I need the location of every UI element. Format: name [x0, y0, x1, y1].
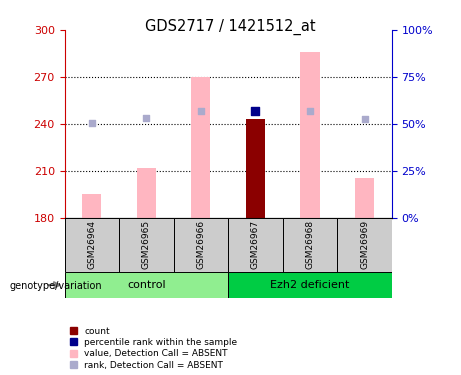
Text: genotype/variation: genotype/variation [9, 281, 102, 291]
Text: GSM26968: GSM26968 [306, 220, 314, 269]
Text: GSM26965: GSM26965 [142, 220, 151, 269]
Point [197, 108, 205, 114]
FancyBboxPatch shape [228, 217, 283, 272]
Text: Ezh2 deficient: Ezh2 deficient [270, 280, 350, 290]
Point [142, 115, 150, 121]
FancyBboxPatch shape [65, 217, 119, 272]
Point [252, 108, 259, 114]
Text: control: control [127, 280, 165, 290]
Legend: count, percentile rank within the sample, value, Detection Call = ABSENT, rank, : count, percentile rank within the sample… [69, 326, 238, 370]
Bar [246, 119, 265, 218]
Point [361, 116, 368, 122]
Text: GSM26969: GSM26969 [360, 220, 369, 269]
Bar [301, 52, 319, 217]
Bar [137, 168, 156, 217]
Bar [191, 77, 211, 218]
Bar [82, 194, 101, 217]
FancyBboxPatch shape [283, 217, 337, 272]
Text: GSM26964: GSM26964 [87, 220, 96, 269]
FancyBboxPatch shape [228, 272, 392, 298]
FancyBboxPatch shape [65, 272, 228, 298]
Point [306, 108, 313, 114]
Point [88, 120, 95, 126]
Bar [355, 178, 374, 218]
Text: GDS2717 / 1421512_at: GDS2717 / 1421512_at [145, 19, 316, 35]
Text: GSM26966: GSM26966 [196, 220, 206, 269]
FancyBboxPatch shape [174, 217, 228, 272]
FancyBboxPatch shape [337, 217, 392, 272]
Text: GSM26967: GSM26967 [251, 220, 260, 269]
FancyBboxPatch shape [119, 217, 174, 272]
